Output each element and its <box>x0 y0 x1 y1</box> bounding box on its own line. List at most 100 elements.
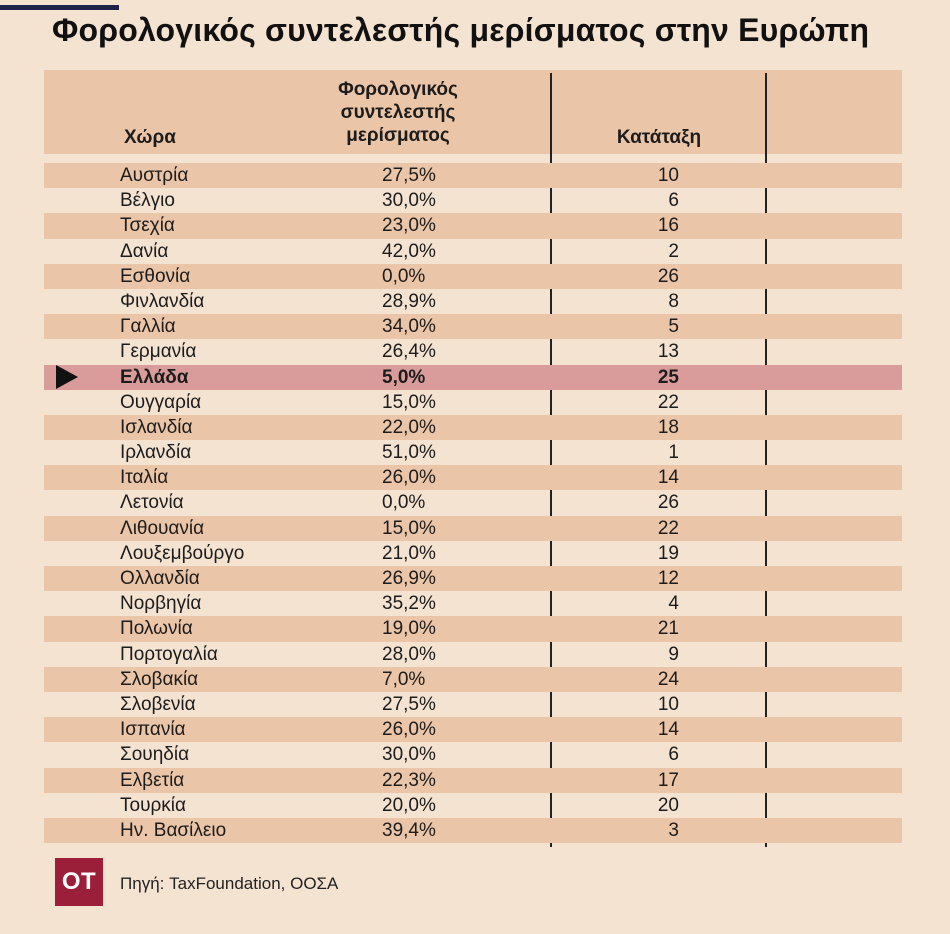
country-cell: Ολλανδία <box>120 568 200 589</box>
rank-cell: 14 <box>657 719 679 741</box>
country-cell: Γερμανία <box>120 341 197 363</box>
column-divider <box>765 73 767 847</box>
table-row: Φινλανδία 28,9% 8 <box>44 289 902 314</box>
header-rate-line: συντελεστής <box>340 102 456 123</box>
highlight-arrow-icon <box>56 364 78 389</box>
country-cell: Τσεχία <box>120 215 175 237</box>
rank-cell: 9 <box>668 643 679 665</box>
rank-cell: 10 <box>657 693 679 715</box>
rank-cell: 13 <box>657 341 679 363</box>
country-cell: Φινλανδία <box>120 290 205 312</box>
rank-cell: 12 <box>657 568 679 589</box>
rate-cell: 15,0% <box>382 391 436 413</box>
rate-cell: 15,0% <box>382 517 436 539</box>
country-cell: Πολωνία <box>120 618 193 640</box>
table-row: Γερμανία 26,4% 13 <box>44 339 902 364</box>
rate-cell: 27,5% <box>382 165 436 186</box>
rank-cell: 20 <box>657 794 679 816</box>
rate-cell: 35,2% <box>382 593 436 615</box>
rank-cell: 6 <box>668 190 679 212</box>
source-note: Πηγή: TaxFoundation, ΟΟΣΑ <box>120 874 339 893</box>
table-body: Αυστρία 27,5% 10 Βέλγιο 30,0% 6 Τσεχία 23,0% 16 Δ… <box>44 163 902 844</box>
country-cell: Σλοβενία <box>120 693 196 715</box>
rank-cell: 10 <box>657 165 679 186</box>
rate-cell: 26,0% <box>382 719 436 741</box>
table-row: Πορτογαλία 28,0% 9 <box>44 642 902 667</box>
rank-cell: 22 <box>657 391 679 413</box>
table-row: Πολωνία 19,0% 21 <box>44 616 902 642</box>
rate-cell: 22,3% <box>382 769 436 791</box>
table-row: Αυστρία 27,5% 10 <box>44 163 902 189</box>
table-row: Δανία 42,0% 2 <box>44 239 902 264</box>
rate-cell: 0,0% <box>382 265 426 287</box>
rate-cell: 21,0% <box>382 542 436 564</box>
rate-cell: 28,9% <box>382 290 436 312</box>
table-header: Χώρα Φορολογικός συντελεστής μερίσματος … <box>44 70 902 154</box>
rank-cell: 18 <box>657 416 679 438</box>
table-row: Τσεχία 23,0% 16 <box>44 213 902 239</box>
rank-cell: 1 <box>668 442 679 464</box>
header-rate: Φορολογικός συντελεστής μερίσματος <box>308 78 488 147</box>
table-row: Νορβηγία 35,2% 4 <box>44 591 902 616</box>
header-rate-line: μερίσματος <box>346 125 450 146</box>
country-cell: Σουηδία <box>120 744 190 766</box>
rank-cell: 5 <box>668 316 679 338</box>
rank-cell: 24 <box>657 668 679 690</box>
country-cell: Σλοβακία <box>120 668 199 690</box>
table-row: Ιρλανδία 51,0% 1 <box>44 440 902 465</box>
rank-cell: 22 <box>657 517 679 539</box>
rank-cell: 6 <box>668 744 679 766</box>
rate-cell: 26,4% <box>382 341 436 363</box>
table-row: Λουξεμβούργο 21,0% 19 <box>44 541 902 566</box>
rate-cell: 28,0% <box>382 643 436 665</box>
rate-cell: 27,5% <box>382 693 436 715</box>
country-cell: Τουρκία <box>120 794 186 816</box>
country-cell: Ισλανδία <box>120 416 193 438</box>
rank-cell: 26 <box>657 265 679 287</box>
table-row: Ολλανδία 26,9% 12 <box>44 566 902 592</box>
rate-cell: 26,9% <box>382 568 436 589</box>
rank-cell: 2 <box>668 240 679 262</box>
table-row: Ην. Βασίλειο 39,4% 3 <box>44 817 902 844</box>
country-cell: Λουξεμβούργο <box>120 542 245 564</box>
rank-cell: 16 <box>657 215 679 237</box>
rank-cell: 3 <box>668 819 679 841</box>
header-rank: Κατάταξη <box>616 127 702 148</box>
country-cell: Λετονία <box>120 492 184 514</box>
rate-cell: 39,4% <box>382 819 436 841</box>
rate-cell: 42,0% <box>382 240 436 262</box>
table-row: Σλοβενία 27,5% 10 <box>44 692 902 717</box>
country-cell: Εσθονία <box>120 265 191 287</box>
rate-cell: 0,0% <box>382 492 426 514</box>
rank-cell: 25 <box>657 366 679 388</box>
country-cell: Ελλάδα <box>120 366 189 388</box>
table-row: Λιθουανία 15,0% 22 <box>44 515 902 541</box>
country-cell: Ισπανία <box>120 719 186 741</box>
country-cell: Ελβετία <box>120 769 185 791</box>
table-row: Βέλγιο 30,0% 6 <box>44 188 902 213</box>
table-row: Τουρκία 20,0% 20 <box>44 793 902 818</box>
rate-cell: 5,0% <box>382 366 426 388</box>
table-row: Ουγγαρία 15,0% 22 <box>44 390 902 415</box>
page-title: Φορολογικός συντελεστής μερίσματος στην … <box>52 12 870 48</box>
table-row: Ελβετία 22,3% 17 <box>44 767 902 793</box>
top-accent-line <box>0 5 119 10</box>
rank-cell: 21 <box>657 618 679 640</box>
country-cell: Δανία <box>120 240 169 262</box>
table-row: Ισπανία 26,0% 14 <box>44 717 902 743</box>
rate-cell: 51,0% <box>382 442 436 464</box>
rate-cell: 23,0% <box>382 215 436 237</box>
rank-cell: 26 <box>657 492 679 514</box>
table-row: Λετονία 0,0% 26 <box>44 490 902 515</box>
country-cell: Αυστρία <box>120 165 189 186</box>
table-row-highlighted: Ελλάδα 5,0% 25 <box>44 364 902 390</box>
rank-cell: 14 <box>657 467 679 489</box>
country-cell: Πορτογαλία <box>120 643 218 665</box>
rate-cell: 7,0% <box>382 668 426 690</box>
rank-cell: 4 <box>668 593 679 615</box>
country-cell: Ιταλία <box>120 467 169 489</box>
rate-cell: 34,0% <box>382 316 436 338</box>
country-cell: Λιθουανία <box>120 517 205 539</box>
table-row: Σλοβακία 7,0% 24 <box>44 666 902 692</box>
rate-cell: 19,0% <box>382 618 436 640</box>
